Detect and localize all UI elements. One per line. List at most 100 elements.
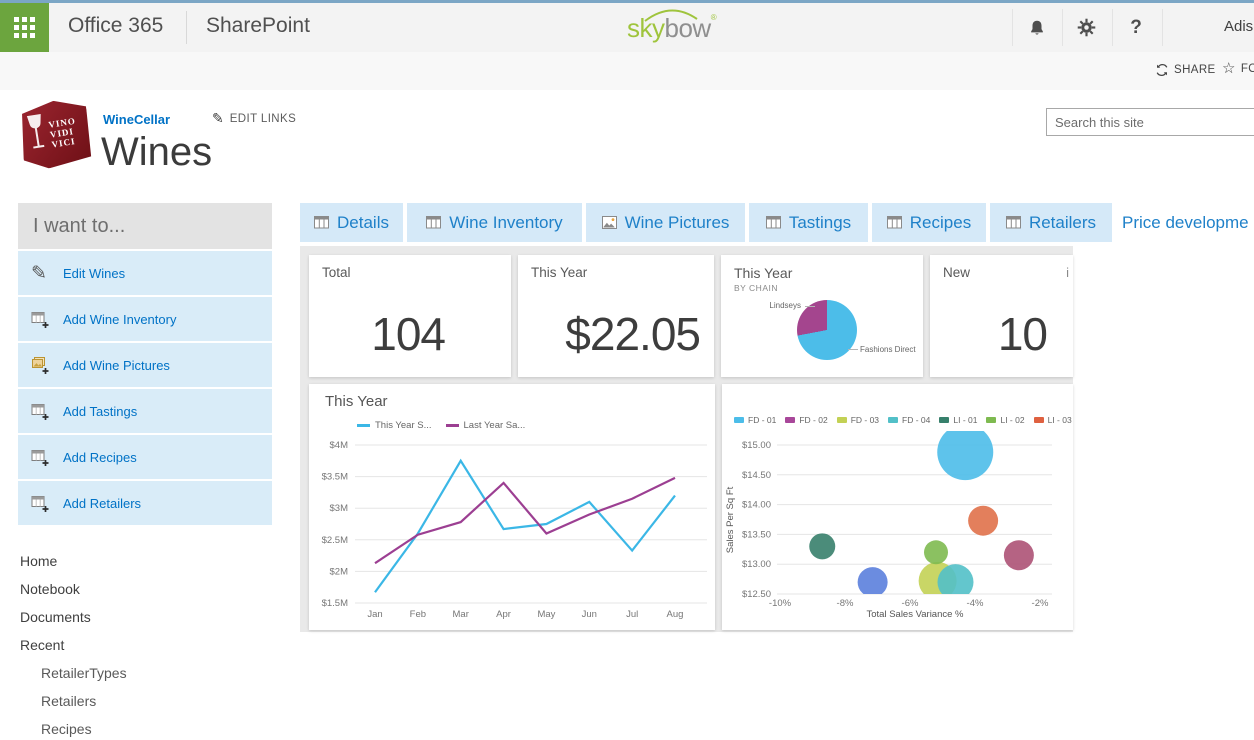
sidebar-item-edit-wines[interactable]: ✎ Edit Wines xyxy=(18,251,272,295)
notifications-button[interactable] xyxy=(1013,3,1061,52)
svg-text:$14.50: $14.50 xyxy=(742,470,771,481)
bell-icon xyxy=(1031,20,1043,35)
pie-slice-label-fashions-direct: Fashions Direct xyxy=(860,345,916,354)
tab-wine-pictures[interactable]: Wine Pictures xyxy=(586,203,745,242)
help-button[interactable]: ? xyxy=(1112,3,1160,52)
icon-separator xyxy=(1062,9,1063,46)
tile-bubble-chart[interactable]: FD - 01 FD - 02 FD - 03 FD - 04 LI - 01 LI - … xyxy=(722,384,1073,630)
sidebar-header: I want to... xyxy=(18,203,272,249)
nav-link-retailers[interactable]: Retailers xyxy=(41,693,97,709)
sidebar-item-add-recipes[interactable]: Add Recipes xyxy=(18,435,272,479)
share-button[interactable]: SHARE xyxy=(1155,63,1216,77)
nav-link-notebook[interactable]: Notebook xyxy=(20,581,80,597)
sidebar-item-add-wine-inventory[interactable]: Add Wine Inventory xyxy=(18,297,272,341)
tab-recipes[interactable]: Recipes xyxy=(872,203,986,242)
search-input[interactable] xyxy=(1046,108,1254,136)
legend-item: LI - 01 xyxy=(939,415,977,425)
follow-label: FO xyxy=(1240,63,1254,75)
bubble-chart-svg: $15.00 $14.50 $14.00 $13.50 $13.00 $12.50-10%… xyxy=(725,431,1052,620)
svg-text:$2M: $2M xyxy=(330,566,349,577)
clipped-text-fragment: i xyxy=(1066,265,1069,280)
skybow-logo: skybow® xyxy=(627,9,717,44)
settings-button[interactable] xyxy=(1062,3,1110,52)
svg-text:-6%: -6% xyxy=(902,598,919,609)
svg-text:$13.00: $13.00 xyxy=(742,559,771,570)
question-mark-icon: ? xyxy=(1130,16,1142,38)
gear-icon xyxy=(1077,18,1095,37)
list-add-icon xyxy=(31,494,63,513)
tab-tastings[interactable]: Tastings xyxy=(749,203,868,242)
dashboard-panel: Total 104 This Year $22.05 This Year BY … xyxy=(300,246,1073,632)
svg-text:-10%: -10% xyxy=(769,598,792,609)
sidebar: I want to... ✎ Edit Wines Add Wine Inven… xyxy=(18,203,272,740)
skybow-arc-icon xyxy=(644,9,698,22)
line-chart-svg: $4M $3.5M $3M $2.5M $2M $1.5M Jan Feb Mar Apr May J… xyxy=(322,440,707,620)
svg-text:Jul: Jul xyxy=(626,609,638,620)
chart-title: This Year xyxy=(325,393,388,410)
icon-separator xyxy=(1162,9,1163,46)
picture-add-icon xyxy=(31,356,63,375)
follow-button[interactable]: ☆ FO xyxy=(1222,60,1254,77)
nav-link-retailertypes[interactable]: RetailerTypes xyxy=(41,665,127,681)
legend-item: This Year S... xyxy=(357,420,432,431)
tile-label: New xyxy=(943,265,971,280)
svg-text:May: May xyxy=(537,609,555,620)
user-menu[interactable]: Adis xyxy=(1224,18,1254,35)
site-link-winecellar[interactable]: WineCellar xyxy=(103,112,171,127)
svg-text:Total Sales Variance %: Total Sales Variance % xyxy=(867,609,965,620)
suite-bar: Office 365 SharePoint skybow® xyxy=(0,3,1254,52)
top-accent-strip xyxy=(0,0,1254,3)
nav-link-documents[interactable]: Documents xyxy=(20,609,91,625)
svg-text:Mar: Mar xyxy=(453,609,469,620)
office365-link[interactable]: Office 365 xyxy=(68,14,164,37)
picture-icon xyxy=(601,216,617,229)
pie-chart xyxy=(797,300,857,360)
tile-new[interactable]: New i 10 xyxy=(930,255,1073,377)
svg-text:$3M: $3M xyxy=(330,503,349,514)
sharepoint-link[interactable]: SharePoint xyxy=(206,14,310,37)
sidebar-item-add-wine-pictures[interactable]: Add Wine Pictures xyxy=(18,343,272,387)
svg-text:$4M: $4M xyxy=(330,440,349,451)
leader-line xyxy=(805,306,815,307)
nav-link-recipes[interactable]: Recipes xyxy=(41,721,92,737)
site-logo[interactable]: VINO VIDI VICI xyxy=(15,96,94,172)
nav-link-home[interactable]: Home xyxy=(20,553,58,569)
logo-text: VINO VIDI VICI xyxy=(47,115,77,150)
svg-text:-4%: -4% xyxy=(967,598,984,609)
tile-line-chart[interactable]: This Year This Year S... Last Year Sa... … xyxy=(309,384,715,630)
legend-item: FD - 04 xyxy=(888,415,930,425)
site-header: VINO VIDI VICI WineCellar ✎ EDIT LINKS W… xyxy=(0,90,1254,196)
tab-details[interactable]: Details xyxy=(300,203,403,242)
svg-text:$2.5M: $2.5M xyxy=(322,535,348,546)
icon-separator xyxy=(1112,9,1113,46)
view-tabs: Details Wine Inventory Wine Pictures Tas… xyxy=(300,203,1254,242)
tile-total[interactable]: Total 104 xyxy=(309,255,511,377)
share-label: SHARE xyxy=(1174,64,1216,76)
app-launcher-button[interactable] xyxy=(0,3,49,52)
svg-text:Aug: Aug xyxy=(667,609,684,620)
sidebar-item-add-tastings[interactable]: Add Tastings xyxy=(18,389,272,433)
tab-wine-inventory[interactable]: Wine Inventory xyxy=(407,203,582,242)
table-icon xyxy=(314,216,330,229)
svg-text:-2%: -2% xyxy=(1032,598,1049,609)
edit-links-label: EDIT LINKS xyxy=(229,112,297,125)
svg-text:Jan: Jan xyxy=(367,609,382,620)
tile-pie-by-chain[interactable]: This Year BY CHAIN Lindseys Fashions Dir… xyxy=(721,255,923,377)
icon-separator xyxy=(1012,9,1013,46)
svg-text:-8%: -8% xyxy=(837,598,854,609)
quick-launch-nav: Home Notebook Documents Recent RetailerT… xyxy=(18,547,272,740)
kpi-value: 10 xyxy=(997,308,1048,360)
tab-retailers[interactable]: Retailers xyxy=(990,203,1112,242)
star-icon: ☆ xyxy=(1222,60,1236,77)
tab-price-development[interactable]: Price developme xyxy=(1122,212,1249,232)
tile-label: Total xyxy=(322,265,351,280)
svg-text:Jun: Jun xyxy=(582,609,597,620)
legend-item: Last Year Sa... xyxy=(445,420,525,431)
sidebar-item-add-retailers[interactable]: Add Retailers xyxy=(18,481,272,525)
edit-links-button[interactable]: ✎ EDIT LINKS xyxy=(212,110,296,127)
nav-link-recent[interactable]: Recent xyxy=(20,637,65,653)
tile-this-year-amount[interactable]: This Year $22.05 xyxy=(518,255,714,377)
tile-label: This Year xyxy=(531,265,588,280)
kpi-value: $22.05 xyxy=(565,308,701,360)
